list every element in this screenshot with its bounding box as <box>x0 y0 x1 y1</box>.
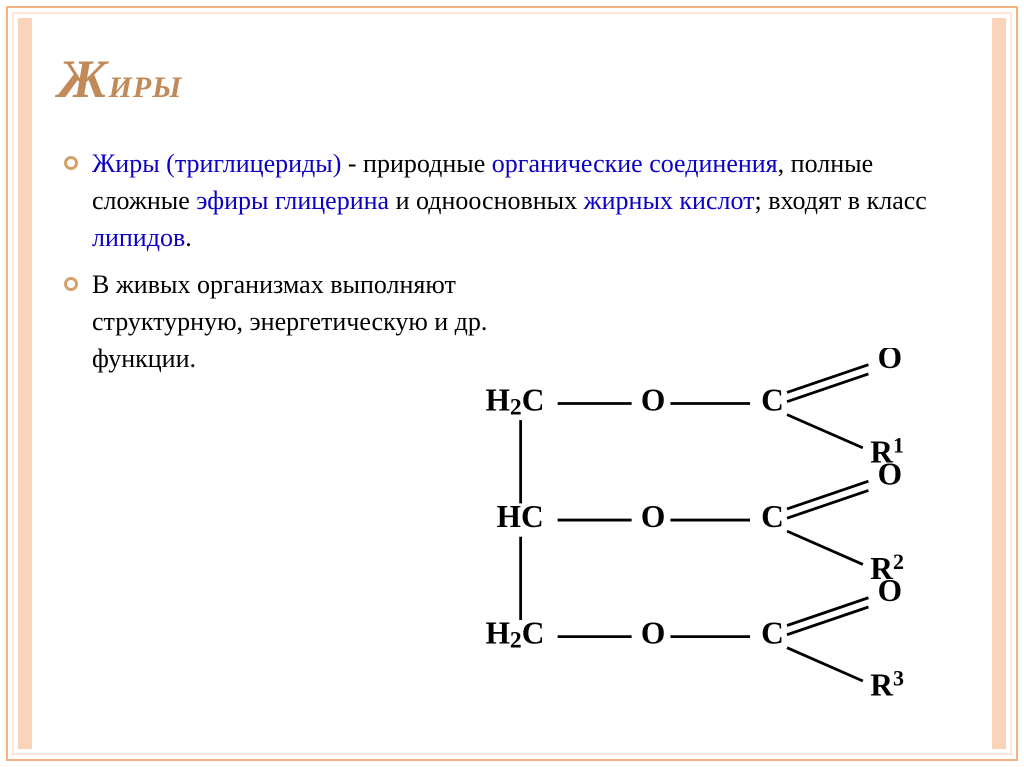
diagram-bonds <box>521 365 869 681</box>
hyperlink-text[interactable]: глицерина <box>275 186 389 215</box>
atom-label: C <box>761 616 784 651</box>
decorative-bar-left <box>18 18 32 749</box>
title-rest: иры <box>109 60 183 107</box>
bullet-ring-icon <box>64 156 78 170</box>
bullet-text: Жиры (триглицериды) - природные органиче… <box>92 149 927 252</box>
slide-content: Жиры Жиры (триглицериды) - природные орг… <box>58 48 966 733</box>
plain-text: ; входят в класс <box>755 186 927 215</box>
atom-label: H2C <box>485 383 544 421</box>
atom-label: O <box>878 348 902 375</box>
slide-outer-frame: Жиры Жиры (триглицериды) - природные орг… <box>6 6 1018 761</box>
hyperlink-text[interactable]: органические соединения <box>492 149 778 178</box>
plain-text: - природные <box>341 149 491 178</box>
bullet-list: Жиры (триглицериды) - природные органиче… <box>58 146 966 377</box>
bond-line <box>787 415 863 448</box>
triglyceride-structure-diagram: H2COCOR1HCOCOR2H2COCOR3 <box>436 348 966 718</box>
hyperlink-text[interactable]: эфиры <box>196 186 268 215</box>
atom-label: C <box>761 499 784 534</box>
bond-line <box>787 648 863 681</box>
atom-label: O <box>878 573 902 608</box>
bond-line <box>787 531 863 564</box>
plain-text: . <box>185 223 192 252</box>
atom-label: O <box>641 499 665 534</box>
atom-label: O <box>641 383 665 418</box>
diagram-labels: H2COCOR1HCOCOR2H2COCOR3 <box>485 348 904 703</box>
bullet-ring-icon <box>64 277 78 291</box>
bullet-text: В живых организмах выполняют структурную… <box>92 270 487 373</box>
atom-label: O <box>641 616 665 651</box>
title-first-letter: Ж <box>58 49 109 109</box>
hyperlink-text[interactable]: Жиры (триглицериды) <box>92 149 341 178</box>
decorative-bar-right <box>992 18 1006 749</box>
atom-label: R3 <box>870 666 904 703</box>
slide-title: Жиры <box>58 48 966 110</box>
atom-label: H2C <box>485 616 544 654</box>
atom-label: O <box>878 457 902 492</box>
hyperlink-text[interactable]: жирных кислот <box>584 186 755 215</box>
hyperlink-text[interactable]: липидов <box>92 223 185 252</box>
plain-text: В живых организмах выполняют структурную… <box>92 270 487 373</box>
plain-text: и одноосновных <box>389 186 584 215</box>
slide-mid-frame: Жиры Жиры (триглицериды) - природные орг… <box>12 12 1012 755</box>
atom-label: HC <box>497 499 544 534</box>
atom-label: C <box>761 383 784 418</box>
bullet-item: Жиры (триглицериды) - природные органиче… <box>58 146 966 257</box>
